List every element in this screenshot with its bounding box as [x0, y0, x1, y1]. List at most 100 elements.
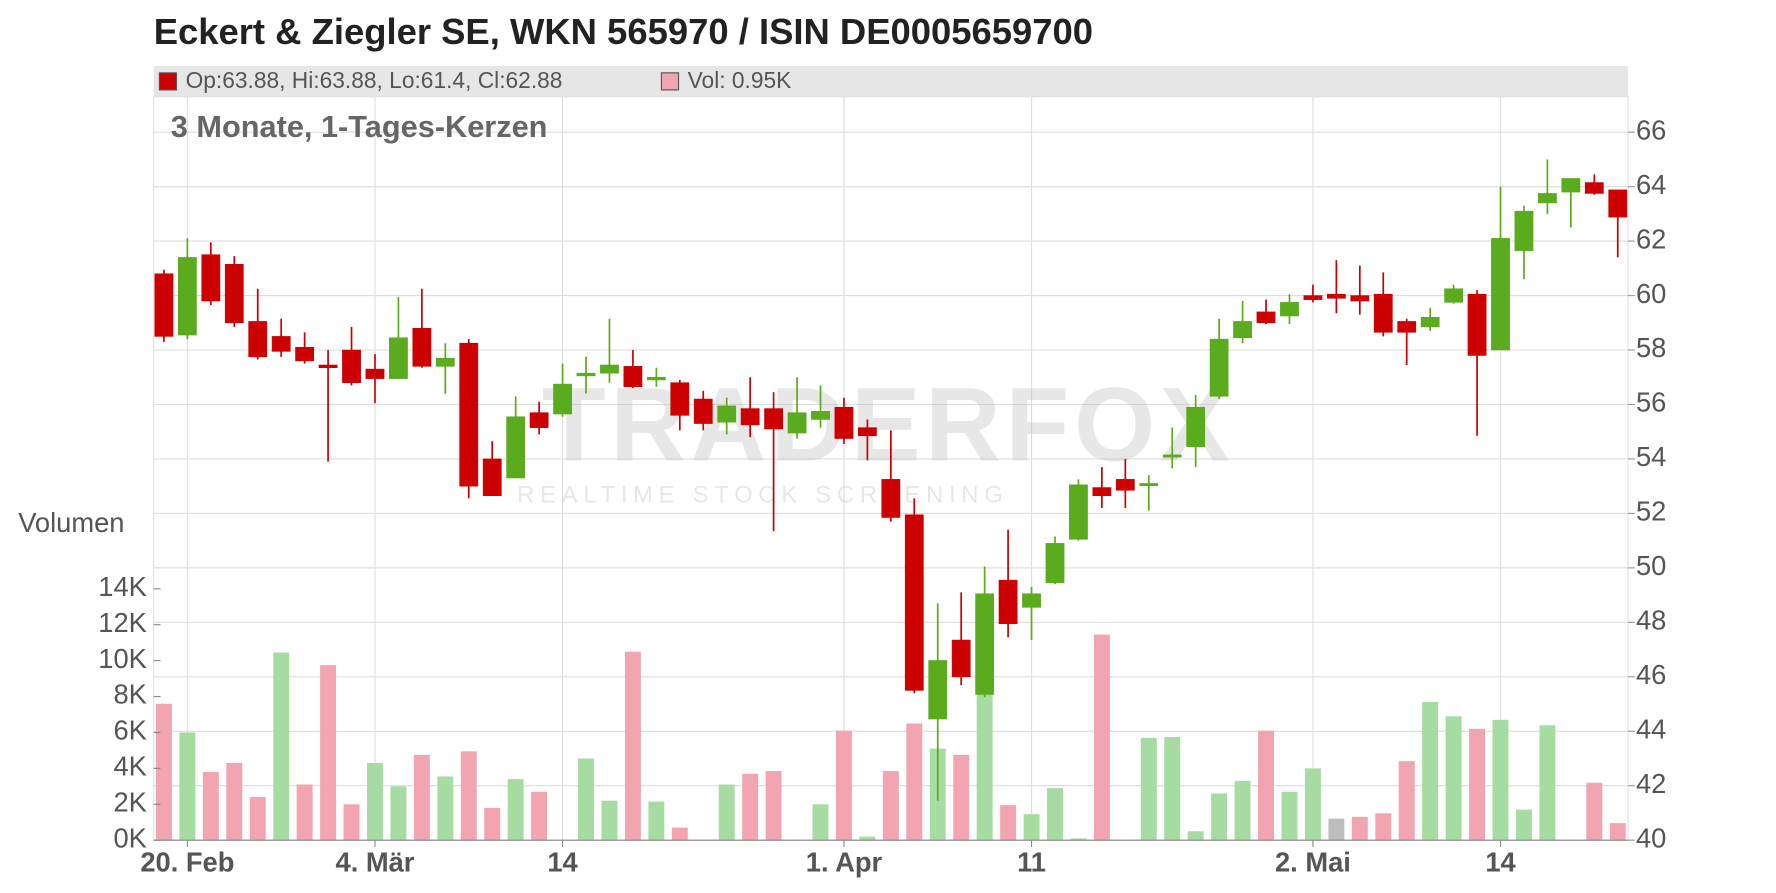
candle-body	[1092, 487, 1112, 496]
volume-bar	[249, 797, 266, 841]
volume-tick-label: 4K	[113, 751, 146, 782]
x-tick-label: 14	[1485, 846, 1516, 877]
volume-bar	[1000, 805, 1017, 841]
volume-bar	[1586, 782, 1603, 841]
volume-axis-label: Volumen	[18, 507, 124, 538]
x-tick-label: 4. Mär	[336, 846, 415, 877]
header-ohlc-swatch	[158, 72, 178, 91]
volume-bar	[155, 703, 172, 841]
volume-bar	[531, 791, 548, 841]
x-tick-label: 11	[1017, 846, 1046, 877]
y-tick-label: 62	[1636, 223, 1666, 254]
volume-bar	[976, 694, 993, 841]
y-tick-label: 66	[1636, 114, 1666, 145]
candle-body	[482, 458, 502, 496]
volume-bar	[484, 807, 501, 841]
volume-bar	[179, 732, 196, 841]
candle-body	[1350, 295, 1370, 302]
y-tick-label: 44	[1636, 713, 1666, 744]
candle-body	[1467, 293, 1487, 356]
y-tick-label: 60	[1636, 278, 1666, 309]
volume-bar	[671, 827, 688, 841]
candle-body	[459, 342, 479, 487]
volume-bar	[273, 652, 290, 841]
candle-body	[670, 382, 690, 416]
volume-bar	[953, 754, 970, 841]
candle-body	[318, 364, 338, 369]
volume-bar	[1515, 809, 1532, 841]
candle-body	[1444, 288, 1464, 303]
volume-bar	[1304, 768, 1321, 841]
volume-bar	[1281, 791, 1298, 841]
volume-bar	[882, 771, 899, 841]
candle-body	[693, 398, 713, 424]
y-tick-label: 50	[1636, 550, 1666, 581]
candle-body	[529, 412, 549, 428]
volume-bar	[1445, 716, 1462, 841]
volume-bar	[1234, 780, 1251, 841]
volume-bar	[1328, 818, 1345, 841]
volume-bar	[859, 836, 876, 841]
candle-body	[1233, 321, 1252, 339]
candle-body	[389, 337, 408, 379]
candle-body	[717, 405, 737, 423]
header-bar	[153, 66, 1629, 97]
volume-bar	[765, 771, 782, 841]
candle-body	[1608, 189, 1628, 218]
candle-body	[1045, 543, 1065, 584]
candle-body	[881, 479, 901, 518]
volume-bar	[812, 804, 829, 841]
volume-bar	[1258, 730, 1274, 841]
chart-subtitle: 3 Monate, 1-Tages-Kerzen	[171, 109, 548, 144]
candle-body	[834, 406, 854, 439]
x-tick-label: 14	[547, 846, 578, 877]
volume-bar	[624, 651, 641, 841]
volume-bar	[1422, 701, 1439, 841]
candle-body	[1326, 293, 1346, 299]
candle-body	[224, 263, 244, 324]
volume-bar	[1070, 838, 1087, 841]
volume-bar	[1023, 814, 1040, 841]
candle-body	[154, 273, 174, 337]
volume-tick-label: 8K	[113, 679, 146, 710]
volume-bar	[1047, 788, 1063, 841]
candle-body	[787, 412, 807, 434]
candle-body	[1139, 483, 1159, 487]
volume-tick-label: 6K	[113, 715, 146, 746]
candle-body	[1186, 406, 1206, 447]
candle-body	[1162, 454, 1182, 458]
volume-bar	[578, 758, 594, 841]
volume-tick-label: 12K	[98, 607, 147, 638]
volume-tick-label: 2K	[113, 786, 146, 817]
volume-bar	[460, 751, 477, 841]
volume-tick-label: 10K	[98, 643, 147, 674]
volume-bar	[742, 773, 759, 841]
candle-body	[858, 427, 877, 437]
candle-body	[1280, 302, 1299, 317]
candle-body	[365, 368, 385, 379]
volume-bar	[296, 784, 313, 841]
candle-body	[201, 254, 221, 302]
volume-bar	[390, 786, 407, 841]
candle-body	[1303, 295, 1323, 300]
volume-bar	[437, 776, 454, 841]
candle-body	[1420, 317, 1440, 328]
candle-body	[248, 321, 268, 358]
y-tick-label: 54	[1636, 441, 1666, 472]
volume-bar	[1164, 736, 1181, 841]
watermark-tagline: REALTIME STOCK SCREENING	[517, 482, 1009, 509]
x-tick-label: 2. Mai	[1275, 846, 1351, 877]
volume-bar	[226, 762, 243, 841]
candle-body	[1561, 178, 1581, 193]
candle-body	[1022, 593, 1041, 608]
candle-body	[177, 257, 197, 336]
candle-body	[928, 660, 948, 720]
volume-bar	[648, 801, 665, 841]
candle-body	[1209, 338, 1229, 397]
candle-body	[998, 579, 1018, 624]
x-tick-label: 1. Apr	[806, 846, 883, 877]
candle-body	[1069, 484, 1088, 540]
volume-bar	[343, 804, 360, 841]
volume-bar	[1351, 816, 1368, 841]
